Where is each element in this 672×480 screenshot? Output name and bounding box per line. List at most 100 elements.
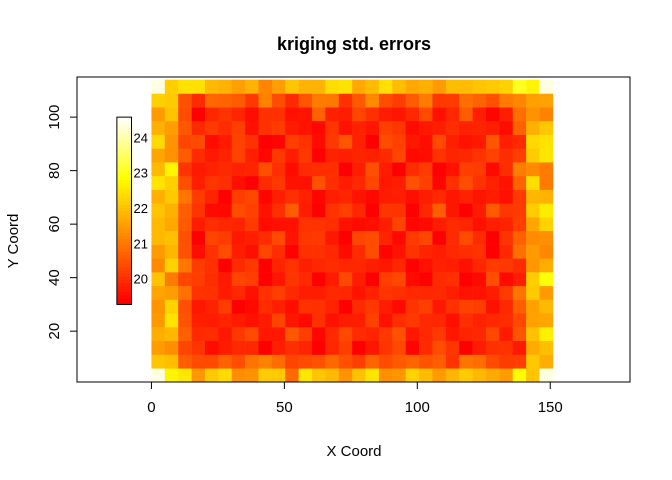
- heatmap-cell: [472, 285, 487, 300]
- heatmap-cell: [526, 189, 540, 204]
- heatmap-cell: [459, 120, 473, 135]
- heatmap-cell: [338, 217, 353, 232]
- heatmap-cell: [151, 244, 166, 259]
- heatmap-cell: [432, 368, 447, 383]
- heatmap-cell: [352, 285, 366, 300]
- heatmap-cell: [539, 162, 554, 177]
- legend-swatch: [116, 295, 132, 299]
- legend-swatch: [116, 154, 132, 159]
- heatmap-cell: [151, 368, 166, 383]
- heatmap-cell: [432, 299, 447, 314]
- heatmap-cell: [392, 285, 406, 300]
- heatmap-cell: [151, 299, 166, 314]
- heatmap-cell: [472, 368, 487, 383]
- heatmap-cell: [459, 327, 473, 342]
- heatmap-cell: [445, 285, 460, 300]
- heatmap-cell: [245, 299, 259, 314]
- heatmap-cell: [419, 217, 433, 232]
- heatmap-cell: [472, 313, 487, 328]
- heatmap-cell: [164, 272, 179, 287]
- heatmap-cell: [338, 285, 353, 300]
- heatmap-cell: [472, 340, 487, 355]
- heatmap-cell: [298, 189, 313, 204]
- legend-swatch: [116, 282, 132, 287]
- heatmap-cell: [419, 79, 433, 94]
- heatmap-cell: [419, 244, 433, 259]
- heatmap-cell: [312, 175, 326, 190]
- heatmap-cell: [191, 272, 206, 287]
- heatmap-cell: [325, 285, 340, 300]
- heatmap-cell: [352, 93, 366, 108]
- heatmap-cell: [298, 313, 313, 328]
- heatmap-cell: [445, 299, 460, 314]
- heatmap-cell: [405, 354, 420, 369]
- heatmap-cell: [258, 327, 273, 342]
- heatmap-cell: [325, 272, 340, 287]
- heatmap-cell: [499, 217, 514, 232]
- heatmap-cell: [164, 175, 179, 190]
- heatmap-cell: [392, 244, 406, 259]
- heatmap-cell: [298, 120, 313, 135]
- heatmap-cell: [231, 340, 246, 355]
- heatmap-cell: [271, 272, 286, 287]
- heatmap-cell: [419, 162, 433, 177]
- heatmap-cell: [164, 79, 179, 94]
- heatmap-cell: [191, 244, 206, 259]
- heatmap-cell: [472, 79, 487, 94]
- heatmap-cell: [338, 79, 353, 94]
- legend-swatch: [116, 248, 132, 252]
- heatmap-cell: [258, 217, 273, 232]
- heatmap-cell: [204, 217, 219, 232]
- heatmap-cell: [271, 327, 286, 342]
- heatmap-cell: [392, 203, 406, 218]
- heatmap-cell: [485, 285, 500, 300]
- heatmap-cell: [365, 230, 380, 245]
- heatmap-cell: [151, 217, 166, 232]
- heatmap-cell: [338, 244, 353, 259]
- heatmap-cell: [419, 258, 433, 273]
- heatmap-cell: [459, 272, 473, 287]
- heatmap-cell: [352, 189, 366, 204]
- heatmap-cell: [312, 134, 326, 149]
- heatmap-cell: [298, 162, 313, 177]
- heatmap-cell: [298, 134, 313, 149]
- legend-swatch: [116, 226, 132, 230]
- legend-swatch: [116, 126, 132, 131]
- heatmap-cell: [365, 217, 380, 232]
- heatmap-cell: [499, 244, 514, 259]
- heatmap-cell: [191, 79, 206, 94]
- heatmap-cell: [485, 313, 500, 328]
- heatmap-cell: [178, 189, 192, 204]
- heatmap-cell: [231, 107, 246, 122]
- heatmap-cell: [204, 340, 219, 355]
- heatmap-cell: [164, 189, 179, 204]
- heatmap-cell: [151, 162, 166, 177]
- heatmap-cell: [485, 175, 500, 190]
- heatmap-cell: [312, 79, 326, 94]
- heatmap-cell: [191, 217, 206, 232]
- heatmap-cell: [352, 175, 366, 190]
- heatmap-cell: [204, 354, 219, 369]
- heatmap-cell: [231, 217, 246, 232]
- heatmap-cell: [191, 327, 206, 342]
- heatmap-cell: [459, 148, 473, 163]
- heatmap-cell: [459, 93, 473, 108]
- heatmap-cell: [378, 79, 393, 94]
- heatmap-cell: [312, 217, 326, 232]
- heatmap-cell: [191, 258, 206, 273]
- heatmap-cell: [432, 134, 447, 149]
- heatmap-cell: [164, 258, 179, 273]
- x-tick-label: 0: [147, 399, 155, 416]
- heatmap-cell: [485, 327, 500, 342]
- heatmap-cell: [164, 217, 179, 232]
- y-tick-label: 100: [46, 105, 63, 130]
- heatmap-cell: [191, 189, 206, 204]
- heatmap-cell: [271, 285, 286, 300]
- heatmap-cell: [419, 354, 433, 369]
- legend-swatch: [116, 142, 132, 146]
- heatmap-cell: [151, 285, 166, 300]
- heatmap-cell: [432, 175, 447, 190]
- heatmap-cell: [499, 272, 514, 287]
- legend-swatch: [116, 151, 132, 155]
- heatmap-cell: [231, 189, 246, 204]
